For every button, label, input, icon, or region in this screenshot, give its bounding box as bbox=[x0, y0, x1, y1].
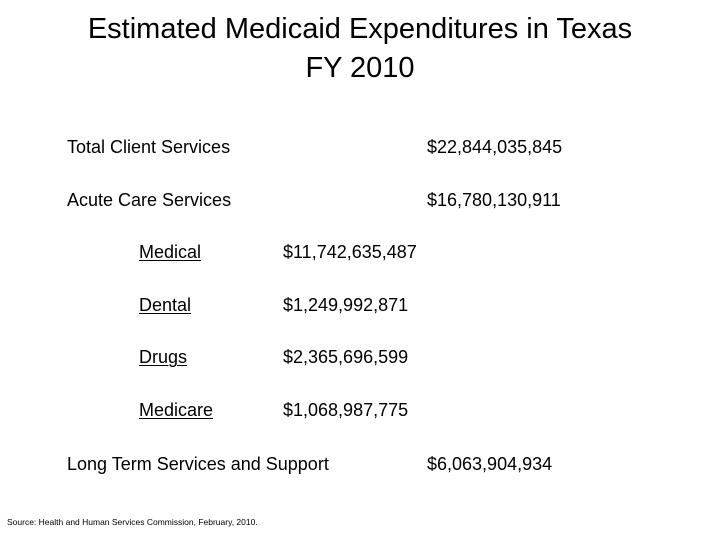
page-title: Estimated Medicaid Expenditures in Texas… bbox=[0, 10, 720, 88]
drugs-value: $2,365,696,599 bbox=[283, 347, 409, 367]
total-client-services-value: $22,844,035,845 bbox=[427, 137, 563, 157]
title-line-1: Estimated Medicaid Expenditures in Texas bbox=[87, 13, 633, 45]
source-note: Source: Health and Human Services Commis… bbox=[7, 517, 258, 527]
acute-care-services-label: Acute Care Services bbox=[67, 190, 232, 210]
long-term-services-label: Long Term Services and Support bbox=[67, 454, 329, 474]
dental-label: Dental bbox=[139, 295, 192, 315]
medicare-label: Medicare bbox=[139, 400, 214, 420]
drugs-label: Drugs bbox=[139, 347, 188, 367]
title-line-2: FY 2010 bbox=[305, 52, 415, 84]
medicare-value: $1,068,987,775 bbox=[283, 400, 409, 420]
dental-value: $1,249,992,871 bbox=[283, 295, 409, 315]
acute-care-services-value: $16,780,130,911 bbox=[427, 190, 561, 210]
total-client-services-label: Total Client Services bbox=[67, 137, 231, 157]
medical-value: $11,742,635,487 bbox=[283, 242, 417, 262]
long-term-services-value: $6,063,904,934 bbox=[427, 454, 553, 474]
medical-label: Medical bbox=[139, 242, 202, 262]
